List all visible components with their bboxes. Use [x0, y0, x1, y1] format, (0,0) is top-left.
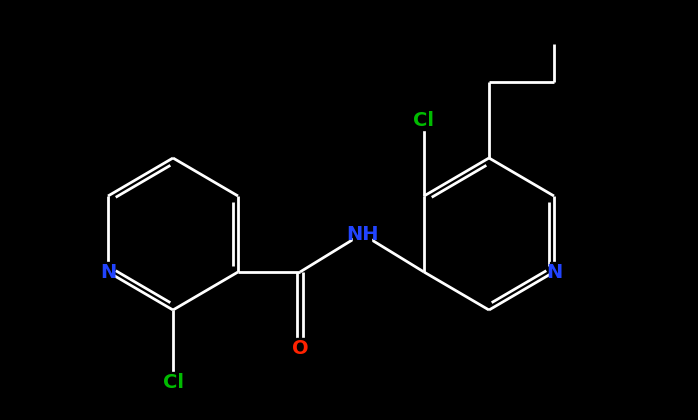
Bar	[295, 338, 304, 358]
Bar	[103, 262, 112, 282]
Bar	[353, 224, 371, 244]
Bar	[164, 372, 182, 392]
Text: Cl: Cl	[413, 110, 434, 129]
Text: N: N	[100, 262, 116, 281]
Text: Cl: Cl	[163, 373, 184, 391]
Bar	[415, 110, 433, 130]
Text: N: N	[546, 262, 562, 281]
Text: NH: NH	[346, 225, 378, 244]
Bar	[549, 262, 558, 282]
Text: O: O	[292, 339, 309, 357]
